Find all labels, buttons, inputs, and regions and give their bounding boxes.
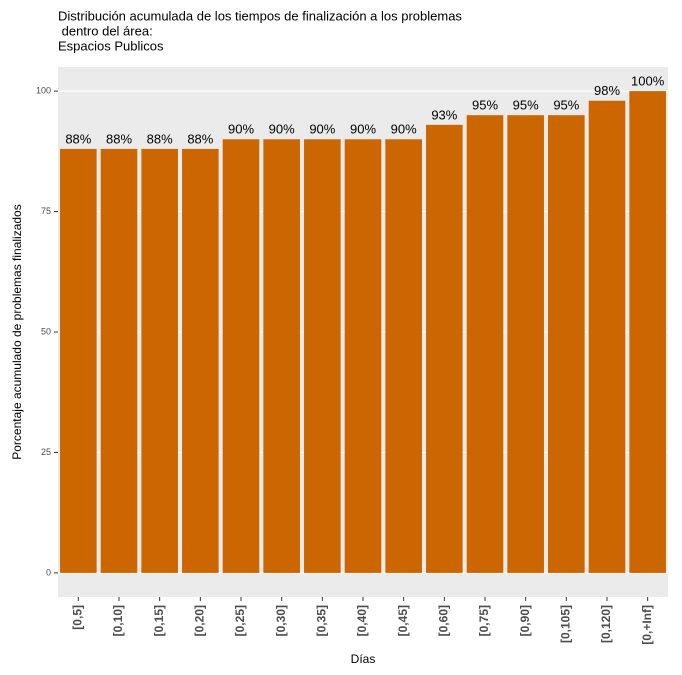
value-label: 90% xyxy=(391,122,417,137)
bar xyxy=(60,148,97,573)
y-tick-label: 25 xyxy=(41,447,51,457)
x-tick-label: [0,25] xyxy=(233,605,247,636)
value-label: 88% xyxy=(106,131,132,146)
value-label: 100% xyxy=(631,74,665,89)
bar xyxy=(588,100,626,573)
x-tick-label: [0,120] xyxy=(599,605,613,643)
bar xyxy=(100,148,138,573)
value-label: 95% xyxy=(513,98,539,113)
x-tick-label: [0,5] xyxy=(71,605,85,630)
y-tick-label: 75 xyxy=(41,206,51,216)
x-tick-label: [0,15] xyxy=(152,605,166,636)
bar xyxy=(548,115,585,573)
bar xyxy=(629,91,666,573)
bar xyxy=(344,139,382,573)
bar xyxy=(304,139,341,573)
bar xyxy=(507,115,544,573)
chart-title: Distribución acumulada de los tiempos de… xyxy=(58,8,462,23)
value-label: 88% xyxy=(187,131,213,146)
chart-title: dentro del área: xyxy=(58,23,153,38)
x-tick-label: [0,60] xyxy=(437,605,451,636)
x-tick-label: [0,30] xyxy=(274,605,288,636)
x-tick-label: [0,75] xyxy=(477,605,491,636)
x-axis-label: Días xyxy=(351,652,376,666)
x-tick-label: [0,90] xyxy=(518,605,532,636)
value-label: 90% xyxy=(269,122,295,137)
x-tick-label: [0,40] xyxy=(355,605,369,636)
value-label: 90% xyxy=(309,122,335,137)
y-axis-label: Porcentaje acumulado de problemas finali… xyxy=(10,204,24,460)
value-label: 95% xyxy=(472,98,498,113)
bar xyxy=(182,148,219,573)
bar xyxy=(141,148,178,573)
x-tick-label: [0,+Inf] xyxy=(640,605,654,645)
x-tick-label: [0,105] xyxy=(559,605,573,643)
bar xyxy=(222,139,260,573)
x-tick-label: [0,45] xyxy=(396,605,410,636)
value-label: 95% xyxy=(553,98,579,113)
x-tick-label: [0,35] xyxy=(315,605,329,636)
value-label: 90% xyxy=(350,122,376,137)
value-label: 93% xyxy=(431,107,457,122)
bar xyxy=(263,139,300,573)
bar xyxy=(466,115,504,573)
value-label: 98% xyxy=(594,83,620,98)
bar xyxy=(385,139,422,573)
bar xyxy=(426,124,463,573)
y-tick-label: 100 xyxy=(36,85,51,95)
value-label: 90% xyxy=(228,122,254,137)
x-tick-label: [0,20] xyxy=(193,605,207,636)
chart-title: Espacios Publicos xyxy=(58,38,164,53)
y-tick-label: 0 xyxy=(46,567,51,577)
value-label: 88% xyxy=(147,131,173,146)
value-label: 88% xyxy=(65,131,91,146)
x-tick-label: [0,10] xyxy=(111,605,125,636)
y-tick-label: 50 xyxy=(41,326,51,336)
